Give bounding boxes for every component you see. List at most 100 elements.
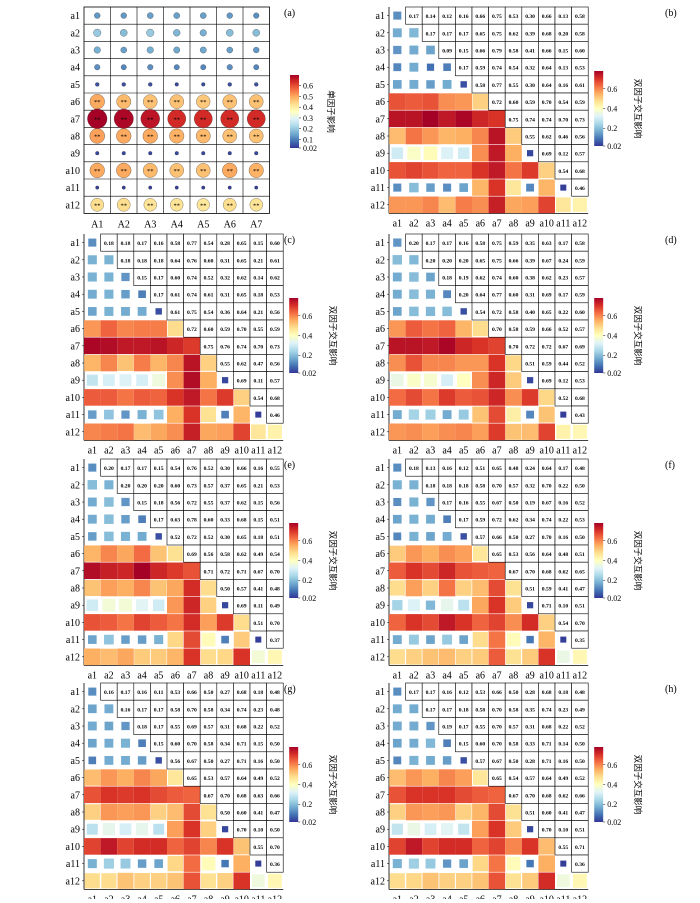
row-tick-label: a5 [71,80,80,91]
cell-value-label: 0.69 [187,725,197,731]
cell-value-label: 0.54 [509,66,519,72]
cell-value-label: 0.77 [187,241,197,247]
cell-value-label: 0.51 [253,621,263,627]
cell-value-label: 0.58 [220,552,230,558]
cell-value-label: 0.74 [525,117,535,123]
cell-value-label: 0.13 [558,66,568,72]
square-marker [560,636,567,643]
row-tick-label: a4 [376,63,385,74]
cell-value-label: 0.64 [542,83,552,89]
cell-value-label: 0.57 [475,759,485,765]
cell-value-label: 0.60 [170,276,180,282]
colorbar-tick-label: 0.4 [607,332,617,341]
square-marker [86,374,98,386]
star-label: ** [94,168,101,175]
cell-value-label: 0.13 [426,466,436,472]
cell-value-label: 0.73 [575,117,585,123]
cell-value-label: 0.65 [575,569,585,575]
square-marker [389,804,406,820]
circle-marker [146,28,155,37]
square-marker [200,614,217,631]
cell-value-label: 0.16 [459,14,469,20]
square-marker [87,514,97,524]
star-label: ** [253,168,260,175]
cell-value-label: 0.71 [237,569,247,575]
cell-value-label: 0.51 [575,604,585,610]
column-tick-label: a3 [426,445,435,456]
row-tick-label: a6 [376,324,385,335]
circle-marker [89,128,105,144]
cell-value-label: 0.23 [253,707,263,713]
colorbar-tick-label: 0.4 [302,332,312,341]
cell-value-label: 0.31 [220,258,230,264]
square-marker [117,562,134,580]
cell-value-label: 0.52 [575,725,585,731]
cell-value-label: 0.65 [237,258,247,264]
cell-value-label: 0.75 [204,344,214,350]
square-marker [521,196,539,214]
star-label: ** [94,134,101,141]
colorbar-tick-label: 0.2 [302,351,312,360]
square-marker [472,820,489,838]
square-marker [103,858,114,869]
cell-value-label: 0.20 [104,466,114,472]
column-tick-label: a2 [409,670,418,681]
square-marker [472,546,488,561]
cell-value-label: 0.62 [237,501,247,507]
cell-value-label: 0.57 [575,152,585,158]
square-marker [488,631,506,648]
square-marker [255,860,262,867]
cell-value-label: 0.15 [459,742,469,748]
square-marker [488,648,506,666]
cell-value-label: 0.68 [542,31,552,37]
column-tick-label: a3 [121,894,130,899]
row-tick-label: a9 [376,149,385,160]
colorbar-tick-label: 0.4 [607,781,617,790]
row-tick-label: a10 [66,393,80,404]
circle-marker [254,82,259,87]
column-tick-label: A5 [197,219,209,230]
panel-letter: (c) [284,235,295,246]
value-cell [266,854,284,873]
row-tick-label: a6 [71,549,80,560]
square-marker [100,545,118,562]
cell-value-label: 0.60 [542,811,552,817]
square-marker [406,873,422,889]
cell-value-label: 0.15 [459,49,469,55]
circle-marker [248,162,264,178]
square-marker [460,308,467,315]
circle-marker [249,94,264,109]
cell-value-label: 0.21 [253,310,263,316]
cell-value-label: 0.28 [525,759,535,765]
cell-value-label: 0.72 [492,518,502,524]
square-marker [426,80,435,89]
square-marker [455,423,472,441]
cell-value-label: 0.58 [509,707,519,713]
square-marker [183,631,201,648]
row-tick-label: a8 [71,359,80,370]
cell-value-label: 0.20 [137,483,147,489]
cell-value-label: 0.67 [187,759,197,765]
cell-value-label: 0.50 [509,759,519,765]
cell-value-label: 0.63 [170,518,180,524]
square-marker [87,497,97,507]
cell-value-label: 0.17 [154,518,164,524]
circle-marker [148,82,153,87]
circle-marker [201,151,206,156]
row-tick-label: a10 [66,618,80,629]
star-label: ** [200,134,207,141]
square-marker [120,858,131,869]
cell-value-label: 0.18 [409,466,419,472]
circle-marker [120,12,127,19]
row-tick-label: a8 [71,132,80,143]
column-tick-label: a3 [121,445,130,456]
square-marker [538,423,555,441]
cell-value-label: 0.60 [575,49,585,55]
square-marker [455,838,472,855]
column-tick-label: a9 [220,894,229,899]
cell-value-label: 0.60 [509,100,519,106]
cell-value-label: 0.71 [542,759,552,765]
square-marker [505,389,522,406]
square-marker [392,289,402,299]
star-label: ** [174,99,181,106]
